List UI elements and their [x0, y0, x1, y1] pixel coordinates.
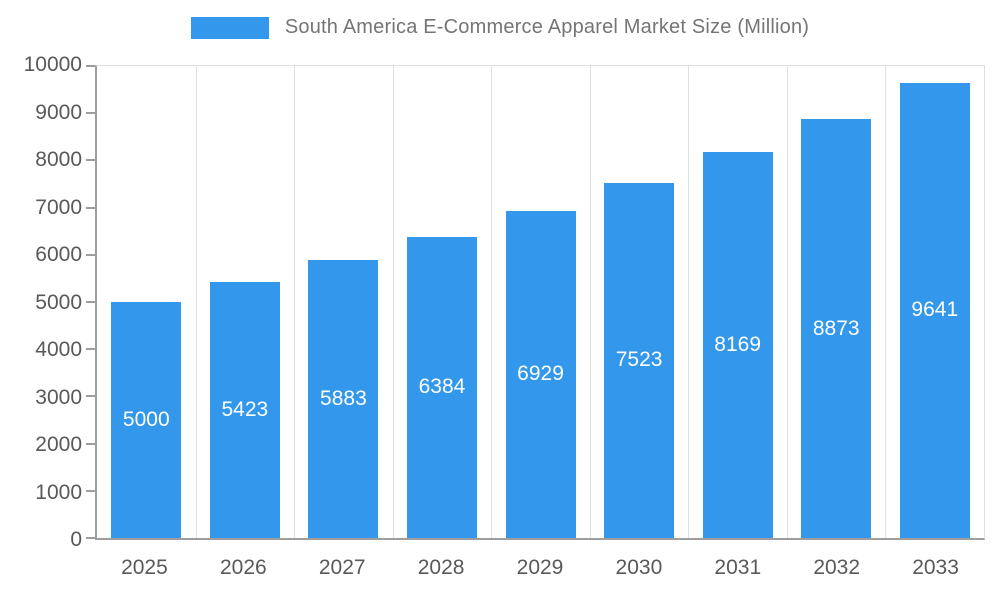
x-axis: 2025 2026 2027 2028 2029 2030 2031 2032 2033 [95, 556, 985, 580]
x-axis-tick-label: 2025 [121, 556, 168, 579]
y-axis-tick-mark [86, 253, 95, 256]
bar[interactable]: 9641 [899, 82, 970, 538]
bar-value-label: 8873 [812, 316, 860, 340]
y-axis-tick-label: 3000 [35, 385, 82, 409]
bar-column: 6929 [491, 66, 590, 538]
y-axis-tick-label: 2000 [35, 433, 82, 456]
y-axis: 0 1000 2000 3000 4000 5000 6000 7000 8000 9000 100… [0, 53, 82, 551]
y-axis-tick-label: 1000 [35, 480, 82, 504]
bar-value-label: 5000 [122, 408, 170, 431]
y-axis-tick-mark [86, 489, 95, 492]
y-axis-tick-label: 0 [70, 528, 82, 551]
bar-column: 8169 [688, 66, 787, 538]
x-axis-tick-label: 2030 [615, 556, 663, 579]
bar[interactable]: 6384 [406, 236, 477, 538]
vertical-gridline [491, 66, 493, 538]
x-axis-tick-label: 2026 [219, 556, 267, 579]
bar[interactable]: 8873 [801, 119, 872, 538]
vertical-gridline [589, 66, 591, 538]
vertical-gridline [786, 66, 788, 538]
y-axis-tick-label: 8000 [35, 148, 82, 171]
bar-column: 5883 [294, 66, 393, 538]
gridlines [97, 66, 984, 538]
bar-column: 9641 [886, 66, 985, 538]
bar[interactable]: 6929 [505, 210, 576, 538]
y-axis-tick-mark [86, 206, 95, 209]
y-axis-tick-label: 6000 [35, 243, 82, 266]
bar-column: 6384 [393, 66, 492, 538]
bar-value-label: 9641 [911, 298, 959, 322]
y-axis-tick-mark [86, 537, 95, 539]
y-axis-tick-label: 9000 [35, 100, 82, 124]
legend-swatch [190, 16, 269, 39]
y-axis-tick-label: 4000 [35, 338, 82, 361]
bar-value-label: 6384 [418, 375, 466, 399]
x-axis-tick-label: 2027 [318, 556, 366, 579]
plot-area: 5000 5423 5883 6384 6929 7523 8169 8873 9641 [86, 65, 985, 540]
bar[interactable]: 7523 [604, 182, 675, 538]
y-axis-tick-mark [86, 395, 95, 398]
y-axis-tick-label: 7000 [35, 195, 82, 219]
y-axis-tick-label: 5000 [35, 290, 82, 314]
bar-value-label: 5883 [320, 387, 367, 411]
y-axis-tick-label: 10000 [23, 53, 82, 76]
bar[interactable]: 5000 [111, 302, 182, 538]
vertical-gridline [294, 66, 296, 538]
y-axis-tick-mark [86, 301, 95, 303]
vertical-gridline [392, 66, 394, 538]
x-axis-tick-label: 2032 [813, 556, 861, 579]
x-axis-tick-label: 2033 [912, 556, 959, 579]
bar-column: 5423 [196, 66, 295, 538]
chart-legend: South America E-Commerce Apparel Market … [0, 16, 1000, 39]
y-axis-tick-mark [86, 442, 95, 445]
y-axis-tick-mark [86, 65, 95, 67]
bar-value-label: 5423 [221, 398, 269, 422]
bar-column: 8873 [787, 66, 886, 538]
y-axis-tick-mark [86, 112, 95, 115]
x-axis-tick-label: 2031 [714, 556, 762, 579]
bar-value-label: 6929 [517, 362, 564, 386]
bar-value-label: 7523 [615, 348, 663, 372]
chart-title: South America E-Commerce Apparel Market … [284, 16, 810, 38]
bar[interactable]: 5423 [209, 282, 280, 538]
bar[interactable]: 8169 [702, 152, 773, 538]
vertical-gridline [688, 66, 690, 538]
bar[interactable]: 5883 [308, 260, 379, 538]
bar-column: 7523 [590, 66, 689, 538]
x-axis-tick-label: 2029 [516, 556, 564, 579]
y-axis-tick-mark [86, 159, 95, 162]
bar-value-label: 8169 [714, 333, 762, 357]
bar-column: 5000 [97, 66, 196, 538]
bar-series: 5000 5423 5883 6384 6929 7523 8169 8873 9641 [97, 66, 984, 538]
vertical-gridline [195, 66, 197, 538]
y-axis-tick-mark [86, 348, 95, 351]
x-axis-tick-label: 2028 [417, 556, 465, 579]
vertical-gridline [885, 66, 887, 538]
